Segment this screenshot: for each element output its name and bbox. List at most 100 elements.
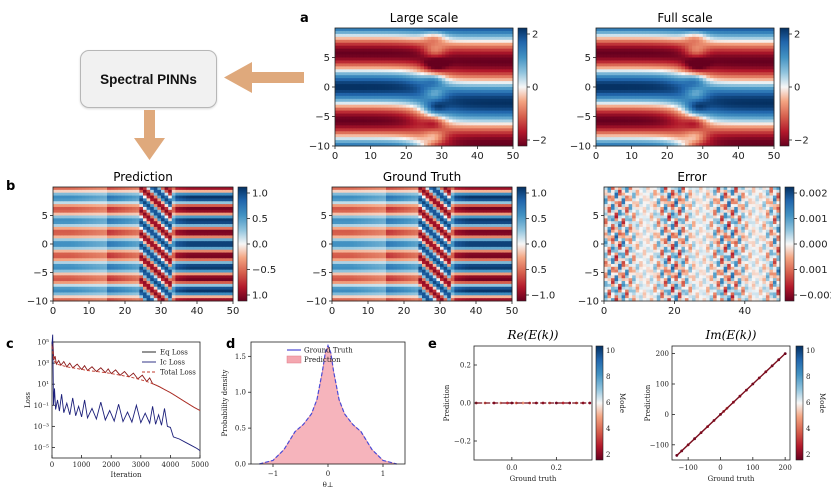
heatmap-cell xyxy=(103,215,108,219)
heatmap-cell xyxy=(67,272,72,276)
heatmap-cell xyxy=(692,89,697,94)
heatmap-cell xyxy=(738,110,743,114)
heatmap-cell xyxy=(395,101,400,106)
heatmap-cell xyxy=(734,128,739,132)
heatmap-cell xyxy=(498,107,503,111)
heatmap-cell xyxy=(448,36,453,41)
heatmap-cell xyxy=(702,81,707,85)
heatmap-cell xyxy=(409,87,414,91)
heatmap-cell xyxy=(717,101,721,106)
heatmap-cell xyxy=(107,246,111,251)
heatmap-cell xyxy=(631,140,636,144)
heatmap-cell xyxy=(509,134,514,138)
heatmap-cell xyxy=(434,89,439,94)
heatmap-cell xyxy=(81,218,86,222)
heatmap-cell xyxy=(670,92,675,97)
heatmap-cell xyxy=(441,137,446,141)
heatmap-cell xyxy=(92,252,97,256)
heatmap-cell xyxy=(606,66,611,70)
heatmap-cell xyxy=(434,113,439,117)
heatmap-cell xyxy=(92,192,97,196)
heatmap-cell xyxy=(766,92,771,97)
heatmap-cell xyxy=(652,122,657,126)
heatmap-cell xyxy=(71,209,75,214)
heatmap-cell xyxy=(688,69,693,73)
heatmap-cell xyxy=(117,206,122,211)
heatmap-cell xyxy=(335,57,339,61)
heatmap-cell xyxy=(424,72,428,76)
heatmap-cell xyxy=(603,81,608,85)
heatmap-cell xyxy=(445,48,450,52)
heatmap-cell xyxy=(480,33,485,38)
heatmap-cell xyxy=(89,286,93,290)
heatmap-cell xyxy=(480,48,485,52)
heatmap-cell xyxy=(734,137,739,141)
heatmap-cell xyxy=(596,75,600,79)
heatmap-cell xyxy=(484,122,489,126)
heatmap-cell xyxy=(695,57,700,61)
heatmap-cell xyxy=(381,107,386,111)
heatmap-cell xyxy=(60,289,65,293)
heatmap-cell xyxy=(663,92,668,97)
heatmap-cell xyxy=(381,119,386,123)
heatmap-cell xyxy=(628,143,632,147)
heatmap-cell xyxy=(709,57,714,61)
heatmap-cell xyxy=(459,54,464,58)
heatmap-cell xyxy=(96,212,101,216)
heatmap-cell xyxy=(727,84,732,88)
heatmap-cell xyxy=(335,116,339,120)
heatmap-cell xyxy=(606,81,611,85)
heatmap-cell xyxy=(509,54,514,58)
heatmap-cell xyxy=(702,75,707,79)
heatmap-cell xyxy=(438,119,443,123)
heatmap-cell xyxy=(681,63,686,67)
heatmap-cell xyxy=(99,198,104,202)
heatmap-cell xyxy=(620,122,625,126)
heatmap-cell xyxy=(356,128,361,132)
heatmap-cell xyxy=(132,286,137,290)
heatmap-cell xyxy=(89,226,93,231)
heatmap-cell xyxy=(635,131,640,135)
heatmap-cell xyxy=(377,51,382,55)
heatmap-cell xyxy=(663,75,668,79)
heatmap-cell xyxy=(638,81,643,85)
heatmap-cell xyxy=(459,81,464,85)
heatmap-cell xyxy=(738,104,743,109)
heatmap-cell xyxy=(635,125,640,129)
heatmap-cell xyxy=(509,125,514,129)
heatmap-cell xyxy=(466,113,471,117)
heatmap-cell xyxy=(720,128,725,132)
chart-title: Large scale xyxy=(390,11,459,25)
heatmap-cell xyxy=(491,69,496,73)
heatmap-cell xyxy=(699,81,704,85)
heatmap-cell xyxy=(345,89,350,94)
heatmap-cell xyxy=(434,140,439,144)
heatmap-cell xyxy=(466,45,471,50)
heatmap-cell xyxy=(92,226,97,231)
heatmap-cell xyxy=(402,87,407,91)
heatmap-cell xyxy=(81,238,86,242)
heatmap-cell xyxy=(338,33,343,38)
heatmap-cell xyxy=(763,84,768,88)
heatmap-cell xyxy=(356,122,361,126)
heatmap-cell xyxy=(731,119,736,123)
heatmap-cell xyxy=(342,128,347,132)
heatmap-cell xyxy=(89,295,93,299)
heatmap-cell xyxy=(67,235,72,239)
heatmap-cell xyxy=(702,60,707,64)
heatmap-cell xyxy=(128,221,133,225)
heatmap-cell xyxy=(596,113,600,117)
heatmap-cell xyxy=(613,95,618,100)
heatmap-cell xyxy=(699,92,704,97)
heatmap-cell xyxy=(370,63,375,67)
heatmap-cell xyxy=(617,140,622,144)
heatmap-cell xyxy=(717,137,721,141)
heatmap-cell xyxy=(741,36,746,41)
heatmap-cell xyxy=(638,98,643,103)
heatmap-cell xyxy=(356,54,361,58)
heatmap-cell xyxy=(692,125,697,129)
heatmap-cell xyxy=(67,232,72,236)
heatmap-cell xyxy=(756,66,761,70)
heatmap-cell xyxy=(749,131,754,135)
heatmap-cell xyxy=(692,54,697,58)
